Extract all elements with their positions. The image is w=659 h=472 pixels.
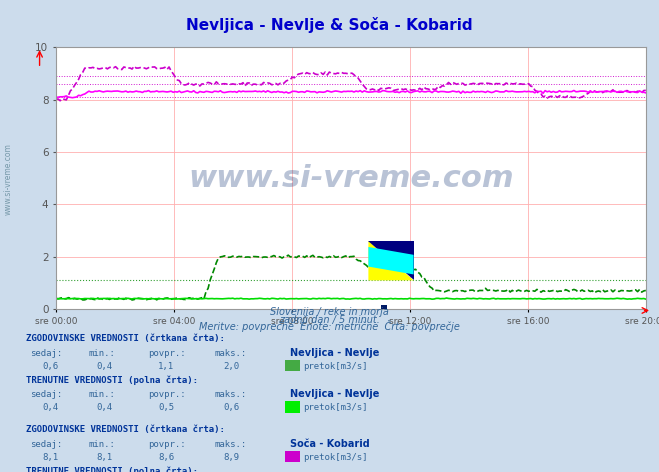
Text: Soča - Kobarid: Soča - Kobarid [290, 438, 370, 448]
Polygon shape [368, 241, 414, 280]
Text: 0,4: 0,4 [43, 403, 59, 413]
Text: sedaj:: sedaj: [30, 439, 62, 448]
Text: zadnji dan / 5 minut.: zadnji dan / 5 minut. [279, 315, 380, 325]
Text: maks.:: maks.: [214, 390, 246, 399]
Bar [381, 305, 387, 313]
Text: pretok[m3/s]: pretok[m3/s] [303, 403, 368, 413]
Text: 1,1: 1,1 [158, 362, 174, 371]
Text: 8,1: 8,1 [43, 453, 59, 462]
Text: 0,5: 0,5 [158, 403, 174, 413]
Polygon shape [368, 241, 414, 280]
Text: 8,9: 8,9 [223, 453, 239, 462]
Text: 2,0: 2,0 [223, 362, 239, 371]
Text: sedaj:: sedaj: [30, 349, 62, 358]
Text: www.si-vreme.com: www.si-vreme.com [3, 143, 13, 215]
Text: 0,4: 0,4 [97, 362, 113, 371]
Text: maks.:: maks.: [214, 439, 246, 448]
Text: sedaj:: sedaj: [30, 390, 62, 399]
Text: 8,1: 8,1 [97, 453, 113, 462]
Text: maks.:: maks.: [214, 349, 246, 358]
Text: TRENUTNE VREDNOSTI (polna črta):: TRENUTNE VREDNOSTI (polna črta): [26, 466, 198, 472]
Text: min.:: min.: [89, 390, 116, 399]
Text: Nevljica - Nevlje & Soča - Kobarid: Nevljica - Nevlje & Soča - Kobarid [186, 17, 473, 33]
Text: 0,4: 0,4 [97, 403, 113, 413]
Text: Meritve: povprečne  Enote: metrične  Črta: povprečje: Meritve: povprečne Enote: metrične Črta:… [199, 320, 460, 332]
Text: Nevljica - Nevlje: Nevljica - Nevlje [290, 389, 380, 399]
Text: 8,6: 8,6 [158, 453, 174, 462]
Polygon shape [368, 247, 414, 274]
Text: Slovenija / reke in morja: Slovenija / reke in morja [270, 307, 389, 317]
Text: 0,6: 0,6 [43, 362, 59, 371]
Text: ZGODOVINSKE VREDNOSTI (črtkana črta):: ZGODOVINSKE VREDNOSTI (črtkana črta): [26, 425, 225, 434]
Text: povpr.:: povpr.: [148, 390, 186, 399]
Text: min.:: min.: [89, 439, 116, 448]
Text: min.:: min.: [89, 349, 116, 358]
Text: povpr.:: povpr.: [148, 439, 186, 448]
Text: 0,6: 0,6 [223, 403, 239, 413]
Text: pretok[m3/s]: pretok[m3/s] [303, 362, 368, 371]
Text: www.si-vreme.com: www.si-vreme.com [188, 164, 514, 193]
Text: ZGODOVINSKE VREDNOSTI (črtkana črta):: ZGODOVINSKE VREDNOSTI (črtkana črta): [26, 334, 225, 343]
Text: povpr.:: povpr.: [148, 349, 186, 358]
Text: TRENUTNE VREDNOSTI (polna črta):: TRENUTNE VREDNOSTI (polna črta): [26, 375, 198, 385]
Text: Nevljica - Nevlje: Nevljica - Nevlje [290, 347, 380, 358]
Text: pretok[m3/s]: pretok[m3/s] [303, 453, 368, 462]
